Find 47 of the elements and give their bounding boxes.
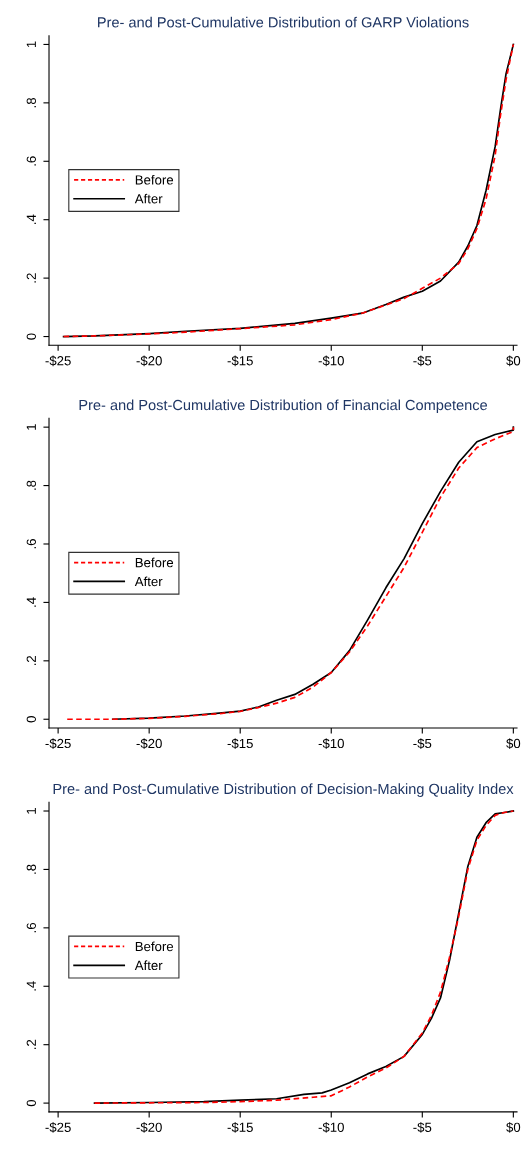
y-tick-label: .6 [26, 156, 36, 166]
x-tick-label: -$5 [413, 355, 432, 367]
y-tick-label: 0 [26, 716, 36, 723]
x-tick-label: -$10 [318, 355, 344, 367]
x-tick-label: -$10 [318, 738, 344, 749]
y-tick-label: .8 [26, 480, 36, 490]
y-tick-label: .4 [26, 981, 36, 991]
x-tick-label: $0 [506, 738, 521, 749]
y-tick-label: .4 [26, 597, 36, 607]
x-tick-label: -$15 [227, 738, 253, 749]
x-tick-label: -$25 [45, 1122, 71, 1133]
y-tick-label: .2 [26, 273, 36, 283]
y-tick-label: 1 [26, 41, 36, 48]
chart-title: Pre- and Post-Cumulative Distribution of GARP Violations [98, 16, 469, 28]
y-tick-label: .8 [26, 864, 36, 874]
y-tick-label: 0 [26, 333, 36, 340]
x-tick-label: -$15 [227, 355, 253, 367]
line-series [93, 810, 515, 1104]
x-tick-label: -$25 [45, 738, 71, 749]
x-tick-label: -$5 [413, 738, 432, 749]
x-tick-label: -$5 [413, 1122, 432, 1133]
x-tick-label: -$25 [45, 355, 71, 367]
x-tick-label: $0 [506, 355, 521, 367]
x-tick-label: -$20 [136, 355, 162, 367]
y-tick-label: 0 [26, 1099, 36, 1107]
x-tick-label: -$15 [227, 1122, 253, 1133]
y-tick-label: 1 [26, 424, 36, 430]
legend-label: After [134, 193, 163, 204]
y-tick-label: .2 [26, 655, 36, 666]
x-tick-label: -$10 [318, 1122, 344, 1133]
legend-label: After [134, 960, 163, 971]
legend-label: After [134, 576, 163, 587]
chart-title: Pre- and Post-Cumulative Distribution of Decision-Making Quality Index [53, 783, 514, 797]
x-tick-label: -$20 [136, 738, 162, 749]
x-tick-label: $0 [506, 1122, 521, 1133]
legend-label: Before [135, 557, 174, 568]
y-tick-label: .6 [26, 922, 36, 933]
legend-label: Before [135, 941, 174, 952]
y-tick-label: .6 [26, 539, 36, 549]
y-tick-label: 1 [26, 807, 36, 814]
chart-title: Pre- and Post-Cumulative Distribution of Financial Competence [79, 399, 488, 414]
y-tick-label: .4 [26, 214, 36, 224]
line-series [62, 43, 515, 338]
x-tick-label: -$20 [136, 1122, 162, 1133]
y-tick-label: .8 [26, 97, 36, 108]
y-tick-label: .2 [26, 1039, 36, 1049]
legend-label: Before [135, 174, 174, 185]
